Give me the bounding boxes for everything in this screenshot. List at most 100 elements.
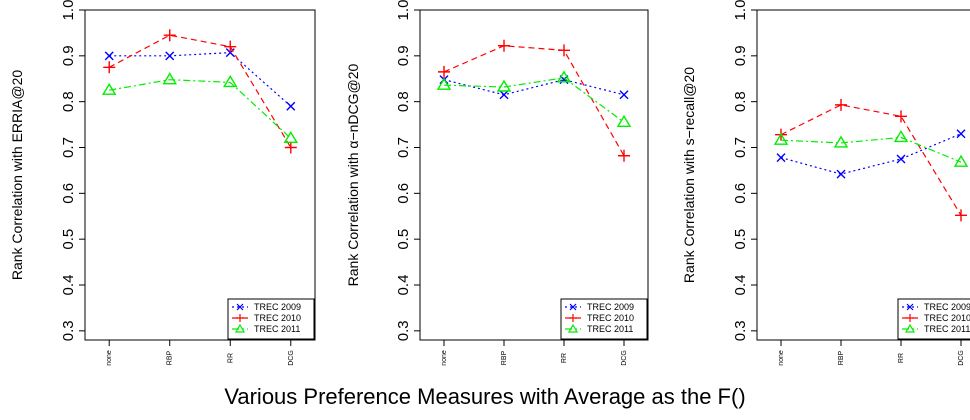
x-tick-label: RR [561, 353, 568, 363]
legend-label: TREC 2009 [587, 302, 634, 312]
data-point [496, 79, 512, 92]
y-tick-label: 0.6 [395, 183, 412, 204]
data-point [223, 75, 238, 88]
plot-frame [419, 9, 649, 341]
data-point [104, 51, 114, 61]
y-tick-label: 0.4 [395, 275, 412, 296]
data-point [895, 110, 907, 123]
x-tick-label: RBP [167, 350, 174, 365]
legend-marker [236, 303, 244, 311]
data-point [438, 65, 450, 78]
legend-marker [569, 314, 577, 322]
x-tick-label: none [778, 350, 785, 366]
data-point [896, 154, 906, 164]
data-point [286, 101, 296, 111]
legend-label: TREC 2011 [254, 324, 300, 334]
series-line-3 [443, 77, 625, 123]
chart-panel-2: 0.3 0.4 0.5 0.6 0.7 0.8 0.9 1.0 none RBP RR DCG Rank… [345, 0, 649, 366]
y-tick-label: 0.9 [60, 45, 77, 66]
data-point [436, 77, 452, 90]
data-point [833, 135, 849, 148]
data-point [955, 209, 967, 222]
data-point [556, 70, 572, 83]
y-tick-label: 0.6 [60, 183, 77, 204]
data-point [893, 130, 909, 143]
series-line-1 [109, 52, 292, 107]
data-point [283, 130, 299, 144]
series-line-2 [108, 34, 292, 148]
x-tick-label: RBP [501, 350, 508, 365]
data-point [103, 61, 116, 74]
x-tick-label: RBP [838, 350, 845, 365]
y-tick-label: 0.8 [60, 91, 77, 112]
series-line-2 [780, 104, 962, 216]
figure-x-title: Various Preference Measures with Average… [224, 384, 746, 409]
legend-marker [236, 314, 244, 322]
data-point [618, 149, 630, 162]
data-point [616, 114, 632, 127]
y-tick-label: 0.7 [395, 137, 412, 158]
x-tick-label: RR [898, 353, 905, 363]
plot-frame [84, 9, 316, 341]
y-tick-label: 0.7 [60, 137, 77, 158]
y-tick-label: 0.5 [60, 229, 77, 250]
x-tick-label: DCG [288, 350, 295, 366]
y-tick-label: 1.0 [60, 0, 77, 20]
data-point [773, 132, 789, 145]
y-tick-label: 0.7 [732, 137, 749, 158]
y-tick-label: 1.0 [395, 0, 412, 20]
legend-marker [906, 314, 914, 322]
series-line-2 [443, 45, 625, 157]
legend-label: TREC 2011 [587, 324, 633, 334]
y-tick-label: 0.3 [395, 320, 412, 341]
y-tick-label: 1.0 [732, 0, 749, 20]
data-point [558, 44, 570, 57]
data-point [956, 129, 966, 139]
series-line-3 [109, 79, 292, 139]
y-tick-label: 0.4 [60, 275, 77, 296]
series-line-1 [780, 133, 962, 175]
y-tick-label: 0.5 [395, 229, 412, 250]
series-line-1 [443, 79, 625, 96]
data-point [284, 141, 297, 154]
y-tick-label: 0.5 [732, 229, 749, 250]
data-point [776, 153, 786, 163]
data-point [498, 39, 510, 52]
y-tick-label: 0.4 [732, 275, 749, 296]
x-tick-label: none [441, 350, 448, 366]
data-point [163, 29, 176, 42]
legend-label: TREC 2009 [924, 302, 970, 312]
data-point [165, 51, 175, 61]
y-tick-label: 0.8 [395, 91, 412, 112]
x-tick-label: none [106, 350, 113, 366]
data-point [162, 72, 177, 85]
data-point [224, 40, 237, 53]
y-tick-label: 0.9 [732, 45, 749, 66]
data-point [835, 98, 847, 111]
y-tick-label: 0.8 [732, 91, 749, 112]
legend-marker [906, 303, 914, 311]
legend-label: TREC 2010 [924, 313, 970, 323]
y-tick-label: 0.3 [60, 320, 77, 341]
chart-panel-1: 0.3 0.4 0.5 0.6 0.7 0.8 0.9 1.0 none RBP RR DCG Rank… [9, 0, 316, 366]
y-axis-label: Rank Correlation with s−recall@20 [681, 67, 697, 283]
y-axis-label: Rank Correlation with α−nDCG@20 [345, 63, 361, 286]
legend-marker [569, 303, 577, 311]
data-point [836, 169, 846, 179]
legend-label: TREC 2009 [254, 302, 301, 312]
data-point [101, 82, 117, 95]
x-tick-label: RR [227, 353, 234, 363]
plot-frame [756, 9, 970, 341]
legend-label: TREC 2010 [587, 313, 634, 323]
x-tick-label: DCG [621, 350, 628, 366]
legend-marker [567, 323, 579, 333]
data-point [619, 90, 629, 100]
y-axis-label: Rank Correlation with ERRIA@20 [9, 70, 25, 281]
y-tick-label: 0.3 [732, 320, 749, 341]
legend-label: TREC 2010 [254, 313, 301, 323]
data-point [953, 154, 969, 167]
x-tick-label: DCG [958, 350, 965, 366]
